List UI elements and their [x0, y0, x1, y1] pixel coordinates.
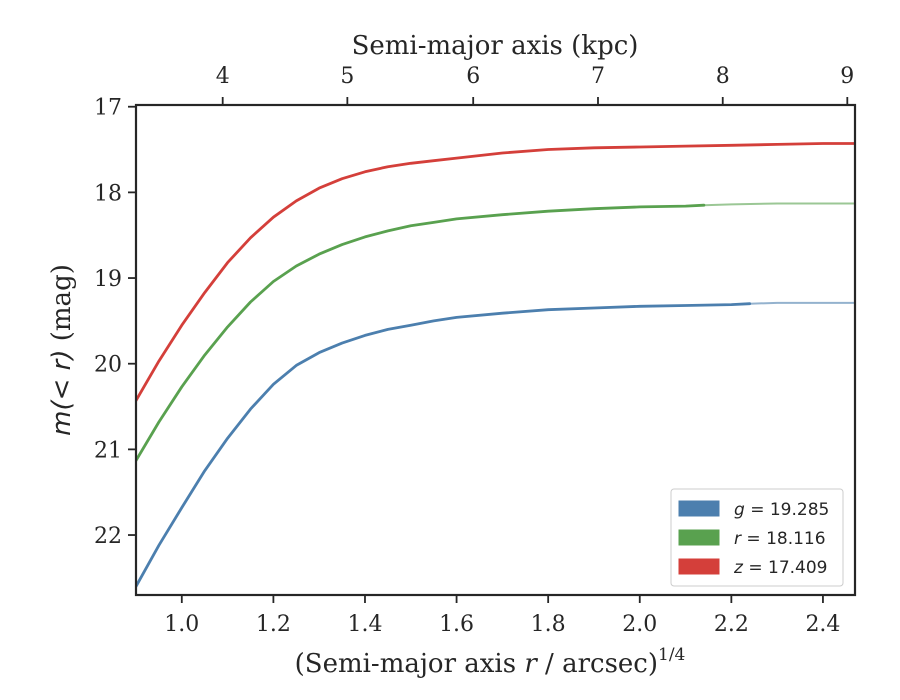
series-g-line: [136, 302, 752, 588]
x-tick-label: 1.2: [256, 612, 291, 637]
top-x-tick-label: 4: [216, 64, 230, 89]
top-x-tick-label: 9: [840, 64, 854, 89]
legend-swatch-z: [678, 558, 720, 575]
x-tick-label: 1.0: [164, 612, 199, 637]
x-tick-label: 2.2: [714, 612, 749, 637]
series-r-line: [136, 203, 706, 462]
top-axis-title: Semi-major axis (kpc): [352, 31, 639, 61]
x-axis-title-suffix: / arcsec): [537, 649, 658, 679]
x-tick-label: 2.4: [805, 612, 840, 637]
series-z-line: [136, 142, 855, 402]
top-x-tick-label: 6: [466, 64, 480, 89]
legend: g = 19.285 r = 18.116 z = 17.409: [670, 488, 844, 587]
top-x-tick-label: 7: [591, 64, 605, 89]
y-tick-label: 21: [94, 438, 122, 463]
x-axis-title-variable: r: [524, 649, 538, 679]
x-tick-label: 1.6: [439, 612, 474, 637]
legend-label-z: z = 17.409: [733, 558, 827, 578]
y-tick-label: 17: [94, 96, 122, 121]
legend-swatch-r: [678, 529, 720, 546]
legend-label-r: r = 18.116: [734, 529, 826, 549]
y-tick-label: 19: [94, 267, 122, 292]
x-tick-label: 1.8: [531, 612, 566, 637]
x-axis-title: (Semi-major axis r / arcsec)1/4: [295, 645, 686, 679]
y-axis-title-suffix: (mag): [47, 264, 77, 349]
top-x-tick-label: 8: [716, 64, 730, 89]
y-axis-title-variable: m(< r): [47, 350, 77, 436]
series-layer: [136, 142, 855, 588]
x-axis-title-prefix: (Semi-major axis: [295, 649, 525, 679]
x-tick-label: 2.0: [622, 612, 657, 637]
top-x-tick-label: 5: [340, 64, 354, 89]
y-tick-label: 18: [94, 181, 122, 206]
x-axis-title-exponent: 1/4: [658, 645, 685, 665]
y-axis-title: m(< r) (mag): [47, 264, 77, 436]
legend-label-g: g = 19.285: [734, 500, 829, 520]
y-tick-label: 20: [94, 353, 122, 378]
ticks-layer: 1.0 1.2 1.4 1.6 1.8 2.0 2.2 2.4 17 18 19 20 21 22 4 5 6 7…: [94, 64, 854, 637]
x-tick-label: 1.4: [347, 612, 382, 637]
series-r-extension: [703, 202, 855, 207]
legend-swatch-g: [678, 500, 720, 517]
plot-frame: [134, 103, 857, 597]
y-tick-label: 22: [94, 524, 122, 549]
series-g-extension: [749, 301, 855, 305]
